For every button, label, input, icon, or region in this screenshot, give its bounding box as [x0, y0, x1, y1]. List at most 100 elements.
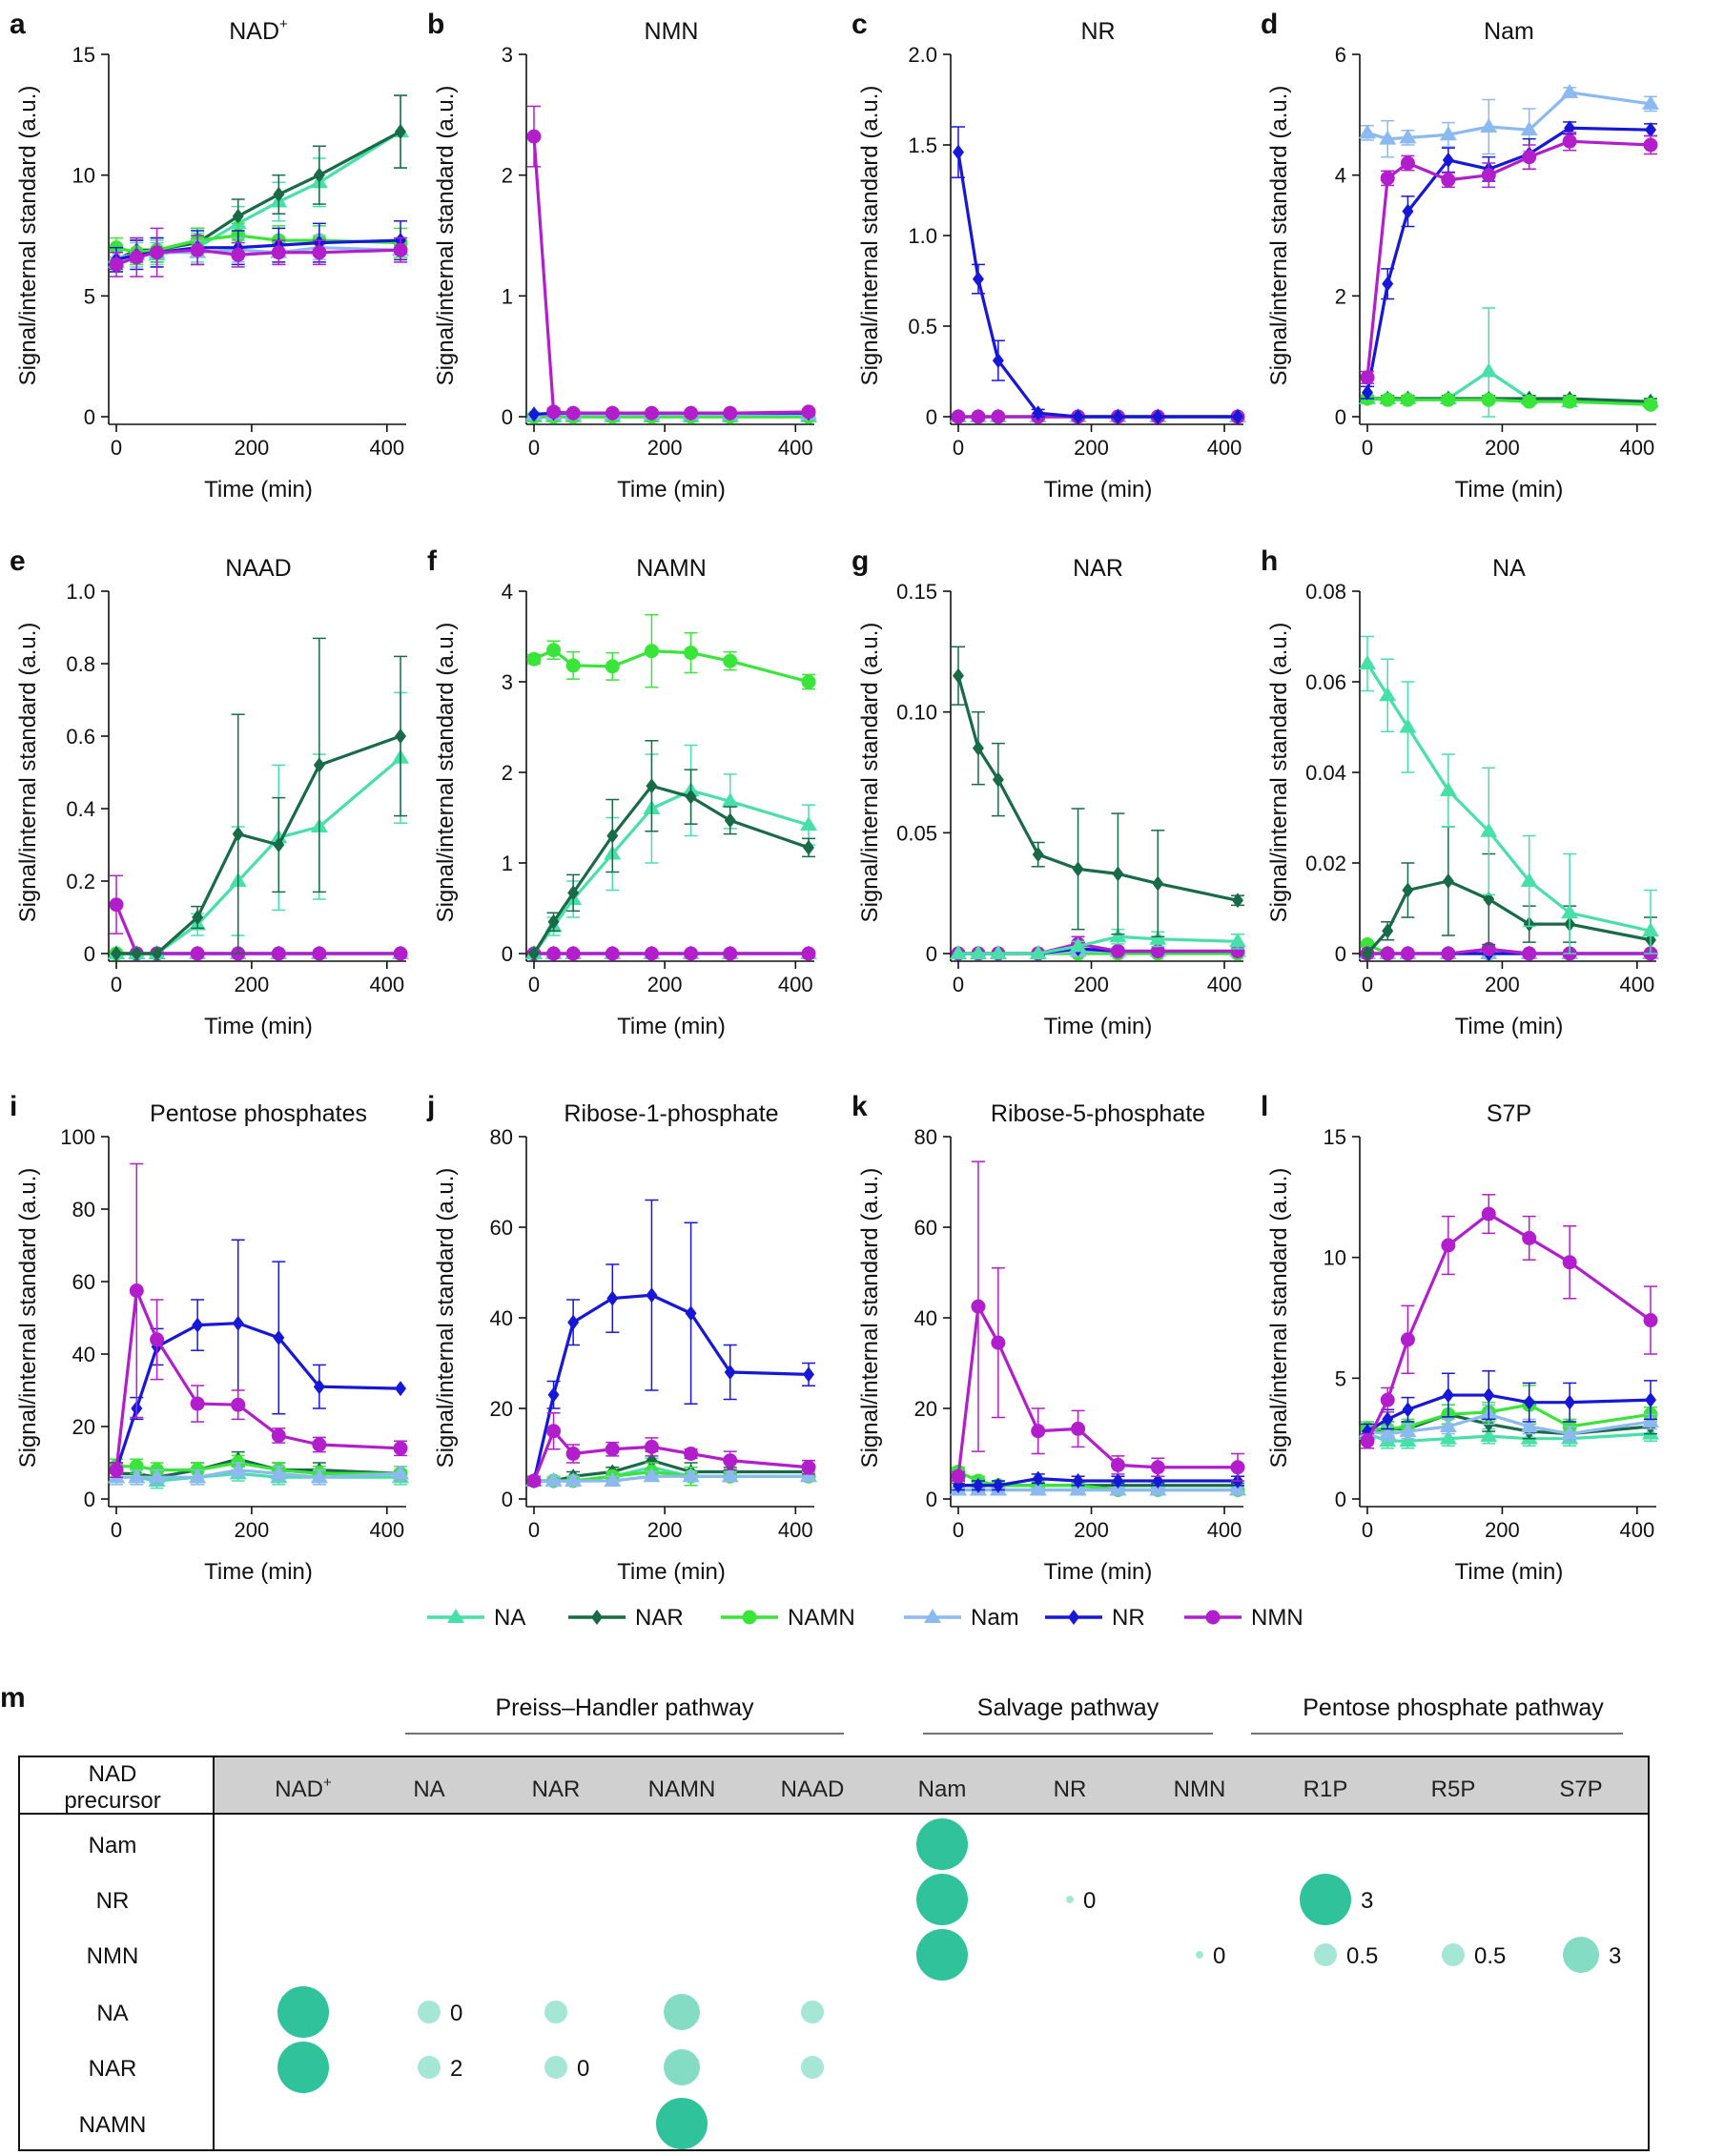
- bubble-cell: [418, 2001, 441, 2023]
- y-axis-label: Signal/internal standard (a.u.): [433, 623, 459, 923]
- data-point-NA: [1520, 873, 1538, 887]
- data-point-NMN: [1481, 941, 1496, 956]
- x-tick-label: 200: [235, 973, 270, 996]
- data-point-Nam: [1399, 1423, 1417, 1438]
- y-tick-label: 0.10: [896, 701, 937, 725]
- data-point-NMN: [565, 405, 581, 421]
- series-NA: [108, 691, 409, 959]
- y-tick-label: 0.6: [66, 725, 95, 749]
- x-axis-label: Time (min): [204, 1559, 313, 1585]
- x-tick-label: 0: [953, 1518, 964, 1542]
- column-header-Nam: Nam: [918, 1776, 967, 1802]
- series-line-NMN: [114, 1288, 401, 1470]
- x-tick-label: 400: [369, 1518, 404, 1542]
- data-point-NR: [1072, 409, 1084, 424]
- y-tick-label: 0.05: [896, 821, 937, 845]
- series-NA: [950, 928, 1246, 959]
- data-point-NAR: [972, 740, 984, 756]
- y-tick-label: 40: [72, 1343, 95, 1366]
- data-point-NMN: [644, 1439, 659, 1454]
- pathway-group-label: Salvage pathway: [977, 1694, 1160, 1721]
- y-tick-label: 0.06: [1305, 670, 1346, 694]
- data-point-NMN: [150, 245, 165, 260]
- data-point-NMN: [565, 946, 581, 961]
- data-point-NR: [313, 1379, 325, 1395]
- pathway-group-label: Preiss–Handler pathway: [496, 1694, 754, 1721]
- data-point-NAR: [232, 208, 244, 224]
- data-point-Nam: [682, 1468, 700, 1483]
- data-point-NAR: [1402, 882, 1414, 898]
- data-point-NAR: [1232, 893, 1243, 909]
- row-label-NAMN: NAMN: [79, 2112, 147, 2138]
- data-point-NMN: [1380, 1392, 1395, 1407]
- x-tick-label: 200: [235, 1518, 270, 1542]
- row-label-NR: NR: [96, 1888, 130, 1914]
- chart-panel-j: j Ribose-1-phosphate 0 20 40 60 80 0 200 400 Time …: [426, 1091, 817, 1585]
- chart-title-sup: +: [279, 16, 288, 32]
- x-tick-label: 0: [528, 973, 540, 996]
- data-point-NAR: [803, 839, 814, 855]
- data-point-NR: [1483, 1387, 1495, 1404]
- series-NR: [1361, 1369, 1657, 1440]
- y-tick-label: 15: [1324, 1125, 1346, 1149]
- column-header-sup: +: [323, 1775, 332, 1791]
- data-point-NR: [395, 1381, 406, 1397]
- chart-title-d: Nam: [1484, 18, 1534, 45]
- data-point-NAMN: [1380, 392, 1395, 407]
- y-tick-label: 80: [490, 1125, 513, 1149]
- y-axis-label: Signal/internal standard (a.u.): [857, 1168, 883, 1468]
- bubble-value-label: 3: [1609, 1943, 1621, 1969]
- data-point-NAMN: [644, 644, 659, 659]
- y-axis-label: Signal/internal standard (a.u.): [15, 623, 41, 923]
- data-point-NMN: [605, 1442, 620, 1457]
- legend-label-NAR: NAR: [635, 1605, 684, 1631]
- data-point-NMN: [684, 1447, 699, 1461]
- chart-title-j: Ribose-1-phosphate: [564, 1100, 778, 1127]
- data-point-NMN: [1441, 1238, 1456, 1253]
- data-point-NMN: [393, 946, 408, 961]
- data-point-NR: [992, 1477, 1004, 1493]
- y-tick-label: 1: [502, 852, 513, 875]
- series-NAR: [111, 637, 407, 961]
- data-point-NMN: [546, 946, 562, 961]
- series-NMN: [526, 1412, 816, 1489]
- data-point-NMN: [1230, 943, 1245, 958]
- data-point-NR: [1232, 409, 1243, 424]
- data-point-NMN: [1110, 943, 1125, 958]
- chart-title-h: NA: [1492, 555, 1526, 582]
- x-tick-label: 0: [111, 436, 122, 460]
- series-line-NMN: [114, 904, 400, 955]
- column-header-R1P: R1P: [1303, 1776, 1348, 1802]
- y-axis-label: Signal/internal standard (a.u.): [433, 86, 459, 386]
- data-point-NR: [1152, 409, 1164, 424]
- chart-title-g: NAR: [1073, 555, 1123, 582]
- data-point-NR: [1362, 384, 1373, 400]
- x-tick-label: 400: [1619, 436, 1654, 460]
- data-point-NR: [803, 1366, 814, 1383]
- y-tick-label: 40: [490, 1306, 513, 1330]
- y-tick-label: 0.04: [1305, 761, 1346, 785]
- series-line-NA: [532, 789, 810, 955]
- bubble-cell: [277, 2042, 329, 2093]
- bubble-value-label: 0.5: [1346, 1943, 1378, 1969]
- y-tick-label: 0.08: [1305, 580, 1346, 604]
- data-point-NA: [1359, 655, 1376, 669]
- data-point-NMN: [951, 1468, 966, 1484]
- x-tick-label: 200: [235, 436, 270, 460]
- data-point-Nam: [564, 1472, 583, 1487]
- y-tick-label: 20: [914, 1397, 937, 1421]
- data-point-NMN: [1230, 1460, 1245, 1475]
- x-tick-label: 400: [778, 1518, 813, 1542]
- data-point-NA: [1642, 922, 1659, 937]
- data-point-NMN: [801, 1460, 816, 1475]
- y-tick-label: 2.0: [908, 43, 937, 67]
- y-tick-label: 0: [84, 942, 95, 966]
- data-point-NMN: [1441, 173, 1456, 188]
- data-point-NR: [724, 1365, 736, 1380]
- data-point-NMN: [129, 250, 144, 265]
- y-tick-label: 10: [1324, 1246, 1346, 1270]
- data-point-NR: [1032, 405, 1044, 421]
- data-point-Nam: [1480, 118, 1498, 133]
- y-tick-label: 1: [502, 284, 513, 308]
- bubble-cell: [801, 2001, 824, 2023]
